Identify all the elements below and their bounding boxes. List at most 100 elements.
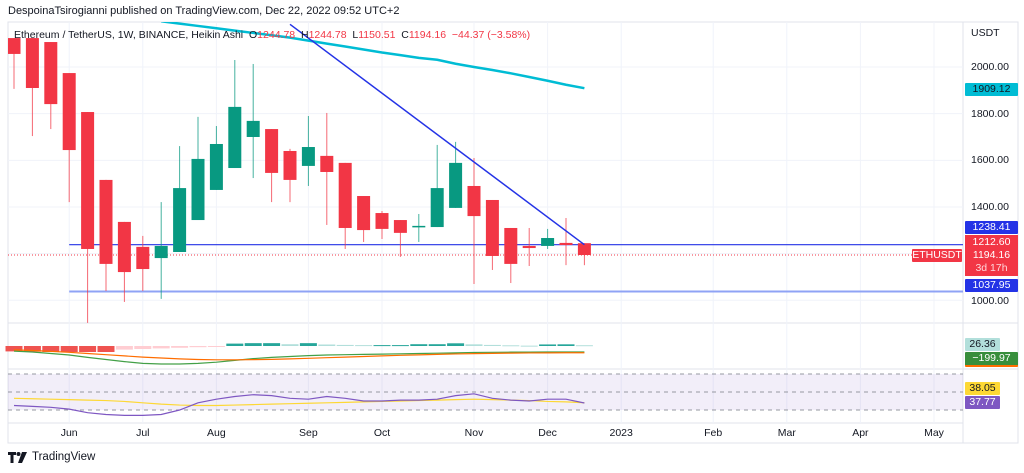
time-tick-label: Dec [538, 427, 557, 439]
low-label: L [352, 29, 359, 41]
macd-histogram-bar [465, 344, 483, 346]
prev-price-tag: 1212.60 [972, 236, 1011, 248]
macd-histogram-bar [42, 346, 60, 352]
candle-up [301, 147, 315, 166]
macd-value-tag: −199.97 [965, 352, 1018, 367]
candle-down [485, 199, 499, 256]
symbol-legend: Ethereum / TetherUS, 1W, BINANCE, Heikin… [14, 29, 530, 41]
macd-histogram-bar [189, 346, 207, 348]
macd-histogram-bar [263, 343, 281, 346]
open-label: O [249, 29, 258, 41]
symbol-name[interactable]: Ethereum / TetherUS, 1W, BINANCE, Heikin… [14, 29, 244, 41]
change-value: −44.37 (−3.58%) [451, 29, 531, 41]
rsi-line [13, 393, 585, 416]
ma-price-tag: 1909.12 [965, 83, 1018, 96]
macd-histogram-bar [171, 346, 189, 348]
macd-histogram-bar [60, 346, 78, 352]
candle-up [449, 162, 463, 208]
candle-up [246, 120, 260, 137]
macd-histogram-bar [575, 345, 593, 347]
candle-down [25, 38, 39, 88]
macd-histogram-bar [152, 346, 170, 349]
time-tick-label: May [924, 427, 944, 439]
macd-line [13, 350, 585, 365]
candle-down [577, 243, 591, 256]
macd-histogram-bar [447, 343, 465, 346]
candle-down [62, 73, 76, 151]
trendline [289, 23, 585, 246]
open-value: 1244.78 [257, 29, 296, 41]
macd-histogram-bar [244, 343, 262, 346]
candle-down [320, 155, 334, 172]
price-tick-label: 1800.00 [971, 107, 1009, 120]
macd-histogram-bar [299, 343, 317, 346]
candle-down [559, 242, 573, 246]
last-price-block [965, 235, 1018, 276]
main-pane [8, 22, 963, 323]
resistance-price-tag: 1238.41 [965, 221, 1018, 234]
macd-signal-line [13, 349, 585, 361]
macd-histogram-bar [79, 346, 97, 352]
low-value: 1150.51 [358, 29, 396, 41]
rsi-value-tag: 37.77 [965, 396, 1000, 409]
high-label: H [300, 29, 309, 41]
close-value: 1194.16 [408, 29, 447, 41]
macd-histogram-bar [134, 346, 152, 349]
brand-name: TradingView [32, 451, 96, 463]
time-tick-label: Aug [207, 427, 226, 439]
candle-down [357, 196, 371, 231]
high-value: 1244.78 [308, 29, 347, 41]
candle-down [504, 227, 518, 264]
price-tick-label: 1400.00 [971, 200, 1009, 213]
macd-histogram-bar [539, 344, 557, 346]
candle-down [467, 185, 481, 217]
macd-histogram-bar [281, 344, 299, 346]
symbol-tag: ETHUSDT [912, 249, 962, 262]
candle-down [44, 42, 58, 105]
candle-up [154, 245, 168, 259]
candle-down [81, 112, 95, 249]
candle-down [522, 245, 536, 249]
candle-up [228, 106, 242, 169]
macd-histogram-bar [428, 344, 446, 346]
candle-down [117, 221, 131, 273]
macd-histogram-bar [557, 344, 575, 346]
time-tick-label: Feb [704, 427, 723, 439]
macd-histogram-bar [502, 345, 520, 347]
currency-label: USDT [971, 27, 1000, 39]
macd-histogram-bar [226, 343, 244, 346]
candle-up [541, 238, 555, 246]
candle-up [412, 225, 426, 228]
tradingview-logo-icon [8, 451, 27, 463]
bar-countdown: 3d 17h [975, 262, 1008, 274]
macd-histogram-bar [520, 345, 538, 347]
macd-histogram-bar [318, 344, 336, 346]
tradingview-logo[interactable]: TradingView [8, 451, 95, 463]
candle-up [191, 158, 205, 221]
rsi-ma-tag: 38.05 [965, 382, 1000, 395]
rsi-ma-line [13, 397, 585, 407]
candle-down [136, 246, 150, 270]
macd-histogram-bar [336, 344, 354, 346]
moving-average-line [161, 22, 585, 90]
macd-histogram-tag: 26.36 [965, 338, 1000, 351]
candle-down [283, 150, 297, 180]
candle-up [173, 188, 187, 253]
candle-down [375, 213, 389, 229]
candle-up [209, 143, 223, 190]
candle-down [8, 38, 21, 54]
time-tick-label: Apr [852, 427, 869, 439]
time-tick-label: 2023 [609, 427, 633, 439]
price-tick-label: 2000.00 [971, 61, 1009, 73]
time-tick-label: Mar [777, 427, 796, 439]
candle-down [265, 129, 279, 173]
time-tick-label: Nov [464, 427, 484, 439]
candle-down [99, 179, 113, 264]
time-tick-label: Oct [373, 427, 391, 439]
macd-histogram-bar [97, 346, 115, 352]
price-tick-label: 1600.00 [971, 154, 1009, 167]
candle-up [430, 188, 444, 228]
publisher-line: DespoinaTsirogianni published on Trading… [8, 5, 400, 17]
macd-histogram-bar [483, 344, 501, 346]
